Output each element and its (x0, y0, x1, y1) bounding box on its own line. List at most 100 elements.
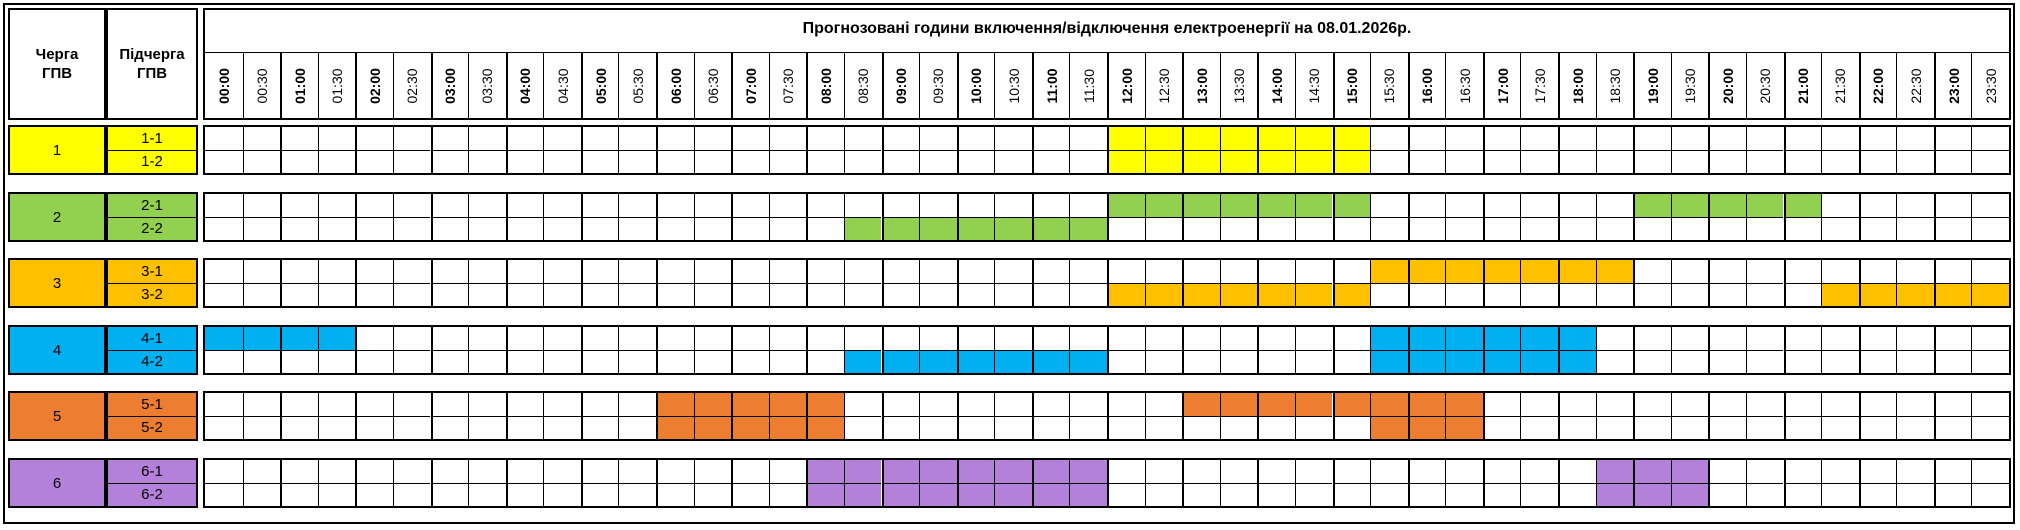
outage-slot (1031, 217, 1070, 240)
time-label: 14:30 (1306, 68, 1323, 104)
time-label: 00:30 (253, 68, 270, 104)
queue-cell: 1 (8, 125, 106, 175)
power-slot (1821, 260, 1859, 283)
outage-slot (881, 483, 920, 506)
outage-slot (1670, 194, 1709, 217)
power-slot (1144, 416, 1183, 439)
power-slot (468, 350, 506, 373)
power-slot (280, 150, 318, 173)
outage-slot (1445, 260, 1483, 283)
power-slot (994, 194, 1032, 217)
group-timeline (203, 192, 2011, 242)
outage-slot (1332, 283, 1371, 306)
power-slot (1633, 350, 1671, 373)
power-slot (1257, 416, 1295, 439)
power-slot (1745, 460, 1784, 483)
power-slot (242, 350, 281, 373)
power-slot (580, 483, 619, 506)
power-slot (1031, 194, 1070, 217)
power-slot (656, 350, 694, 373)
power-slot (1933, 194, 1972, 217)
power-slot (1858, 416, 1897, 439)
power-slot (693, 350, 732, 373)
power-slot (1858, 350, 1897, 373)
power-slot (392, 150, 431, 173)
power-slot (543, 260, 581, 283)
time-label: 17:30 (1531, 68, 1548, 104)
power-slot (843, 194, 882, 217)
power-slot (1332, 217, 1371, 240)
power-slot (280, 194, 318, 217)
time-label: 00:00 (215, 68, 232, 104)
power-slot (693, 483, 732, 506)
time-slot-label: 16:30 (1445, 52, 1483, 120)
power-slot (1370, 460, 1408, 483)
power-slot (1858, 483, 1897, 506)
time-label: 10:30 (1005, 68, 1022, 104)
outage-slot (205, 327, 243, 350)
power-slot (994, 150, 1032, 173)
power-slot (1783, 127, 1822, 150)
outage-slot (806, 416, 844, 439)
outage-slot (656, 416, 694, 439)
power-slot (731, 194, 769, 217)
outage-slot (1370, 327, 1408, 350)
power-slot (1745, 393, 1784, 416)
power-slot (505, 483, 544, 506)
outage-slot (1107, 127, 1145, 150)
power-slot (1745, 217, 1784, 240)
time-label: 15:30 (1381, 68, 1398, 104)
outage-slot (956, 460, 995, 483)
power-slot (1069, 283, 1107, 306)
power-slot (317, 483, 356, 506)
power-slot (505, 350, 544, 373)
outage-slot (843, 483, 882, 506)
power-slot (392, 483, 431, 506)
power-slot (505, 393, 544, 416)
power-slot (355, 260, 393, 283)
power-slot (1633, 127, 1671, 150)
power-slot (317, 127, 356, 150)
power-slot (580, 127, 619, 150)
subqueue-cell: 6-1 6-2 (106, 458, 198, 508)
outage-slot (881, 217, 920, 240)
power-slot (731, 217, 769, 240)
power-slot (1558, 217, 1596, 240)
power-slot (1370, 127, 1408, 150)
power-slot (468, 217, 506, 240)
time-slot-label: 00:00 (205, 52, 243, 120)
subqueue-label: 4-1 (108, 327, 196, 351)
time-label: 02:30 (404, 68, 421, 104)
power-slot (994, 416, 1032, 439)
power-slot (1783, 350, 1822, 373)
power-slot (1670, 150, 1709, 173)
outage-slot (1332, 194, 1371, 217)
power-slot (881, 150, 920, 173)
power-slot (881, 327, 920, 350)
power-slot (1069, 194, 1107, 217)
queue-header: Черга ГПВ (8, 8, 106, 120)
queue-number: 4 (52, 341, 62, 359)
power-slot (843, 283, 882, 306)
power-slot (1821, 150, 1859, 173)
power-slot (468, 127, 506, 150)
time-slot-label: 20:30 (1745, 52, 1784, 120)
power-slot (1971, 260, 2009, 283)
time-slot-label: 14:30 (1294, 52, 1333, 120)
power-slot (1783, 150, 1822, 173)
power-slot (1633, 416, 1671, 439)
outage-slot (1294, 194, 1333, 217)
power-slot (1520, 393, 1558, 416)
power-slot (1933, 127, 1972, 150)
power-slot (1257, 350, 1295, 373)
power-slot (280, 260, 318, 283)
outage-slot (881, 350, 920, 373)
power-slot (1821, 393, 1859, 416)
outage-slot (1858, 283, 1897, 306)
power-slot (1182, 460, 1220, 483)
time-label: 01:00 (291, 68, 308, 104)
power-slot (317, 217, 356, 240)
time-label: 06:30 (704, 68, 721, 104)
power-slot (1520, 460, 1558, 483)
outage-slot (994, 350, 1032, 373)
